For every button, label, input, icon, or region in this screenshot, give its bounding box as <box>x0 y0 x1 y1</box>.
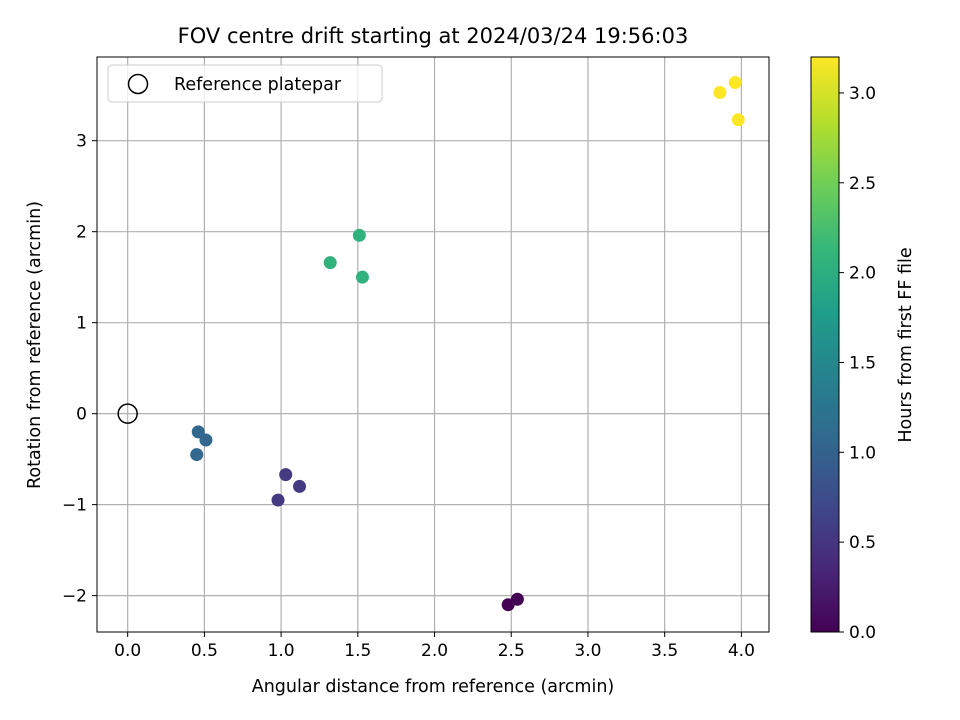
legend-box <box>107 64 383 103</box>
colorbar-gradient <box>811 57 839 632</box>
x-tick-label: 4.0 <box>728 641 755 661</box>
data-point <box>355 270 369 284</box>
data-points <box>190 75 745 612</box>
data-point <box>191 425 205 439</box>
colorbar-tick-label: 1.5 <box>849 353 876 373</box>
colorbar-ticks: 0.0 0.5 1.0 1.5 2.0 2.5 3.0 <box>839 84 876 643</box>
colorbar-tick-label: 2.0 <box>849 264 876 284</box>
data-point <box>190 448 204 462</box>
legend[interactable]: Reference platepar <box>107 64 383 103</box>
x-tick-label: 1.0 <box>268 641 295 661</box>
colorbar-tick-label: 3.0 <box>849 84 876 104</box>
legend-reference-marker <box>127 73 149 95</box>
colorbar-tick-label: 2.5 <box>849 174 876 194</box>
x-tick-label: 2.5 <box>498 641 525 661</box>
x-tick-label: 1.5 <box>344 641 371 661</box>
data-point <box>713 85 727 99</box>
grid-lines <box>97 57 769 632</box>
plot-frame <box>96 56 770 633</box>
y-axis-ticks: −2 −1 0 1 2 3 <box>62 132 97 607</box>
colorbar-tick-label: 0.0 <box>849 623 876 643</box>
data-point <box>199 433 213 447</box>
colorbar-tick-label: 1.0 <box>849 443 876 463</box>
x-tick-label: 0.0 <box>114 641 141 661</box>
x-tick-label: 3.5 <box>651 641 678 661</box>
legend-label-reference: Reference platepar <box>174 75 342 95</box>
reference-marker <box>117 403 138 424</box>
y-tick-label: −2 <box>62 587 87 607</box>
data-point <box>271 493 285 507</box>
reference-platepar-marker <box>117 403 138 424</box>
y-tick-label: 1 <box>76 314 87 334</box>
y-axis-label: Rotation from reference (arcmin) <box>25 201 45 489</box>
y-tick-label: −1 <box>62 496 87 516</box>
data-point <box>352 228 366 242</box>
x-tick-label: 3.0 <box>574 641 601 661</box>
x-tick-label: 2.0 <box>421 641 448 661</box>
y-tick-label: 2 <box>76 223 87 243</box>
data-point <box>293 479 307 493</box>
data-point <box>728 75 742 89</box>
y-tick-label: 0 <box>76 405 87 425</box>
x-tick-label: 0.5 <box>191 641 218 661</box>
x-axis-label: Angular distance from reference (arcmin) <box>252 677 615 697</box>
data-point <box>731 113 745 127</box>
data-point <box>510 592 524 606</box>
x-axis-ticks: 0.0 0.5 1.0 1.5 2.0 2.5 3.0 3.5 4.0 <box>114 632 755 661</box>
colorbar: 0.0 0.5 1.0 1.5 2.0 2.5 3.0 Hours from first F… <box>810 56 916 643</box>
data-point <box>279 468 293 482</box>
colorbar-label: Hours from first FF file <box>896 247 916 442</box>
colorbar-frame <box>810 56 840 633</box>
y-tick-label: 3 <box>76 132 87 152</box>
chart-title: FOV centre drift starting at 2024/03/24 … <box>178 24 689 48</box>
colorbar-tick-label: 0.5 <box>849 533 876 553</box>
data-point <box>323 256 337 270</box>
